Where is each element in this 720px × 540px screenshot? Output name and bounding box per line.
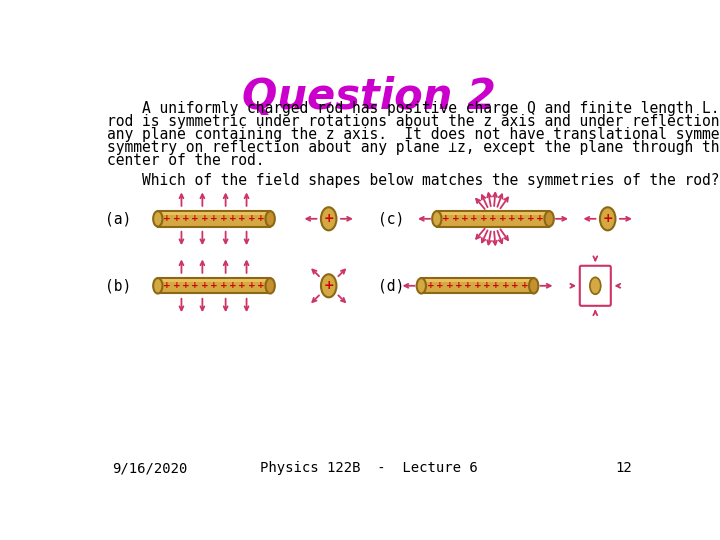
Text: +: + <box>517 214 525 224</box>
Text: +: + <box>257 214 265 224</box>
Text: +: + <box>229 281 237 291</box>
Text: +: + <box>526 214 534 224</box>
Text: +: + <box>461 214 469 224</box>
Text: +: + <box>521 281 528 291</box>
Text: +: + <box>603 212 613 225</box>
Text: +: + <box>257 281 265 291</box>
Text: (c): (c) <box>378 211 405 226</box>
Bar <box>158 212 270 215</box>
Text: +: + <box>192 281 199 291</box>
Text: +: + <box>323 279 334 292</box>
Text: +: + <box>451 214 459 224</box>
Bar <box>437 211 549 226</box>
Text: +: + <box>536 214 544 224</box>
Text: (a): (a) <box>106 211 132 226</box>
Text: +: + <box>511 281 519 291</box>
Ellipse shape <box>544 211 554 226</box>
Text: symmetry on reflection about any plane ⊥z, except the plane through the: symmetry on reflection about any plane ⊥… <box>107 140 720 156</box>
Text: +: + <box>229 214 237 224</box>
Text: +: + <box>238 281 246 291</box>
Text: +: + <box>470 214 478 224</box>
Ellipse shape <box>529 278 539 294</box>
Text: rod is symmetric under rotations about the z axis and under reflection in: rod is symmetric under rotations about t… <box>107 114 720 129</box>
Text: +: + <box>173 214 180 224</box>
Bar <box>158 279 270 282</box>
Text: Question 2: Question 2 <box>242 76 496 118</box>
Text: +: + <box>427 281 434 291</box>
Text: +: + <box>182 281 189 291</box>
Text: 12: 12 <box>616 461 632 475</box>
Text: +: + <box>446 281 453 291</box>
Text: +: + <box>192 214 199 224</box>
Ellipse shape <box>153 211 163 226</box>
Bar <box>437 212 549 215</box>
Text: +: + <box>163 281 171 291</box>
Text: +: + <box>508 214 516 224</box>
Text: +: + <box>502 281 510 291</box>
Ellipse shape <box>266 211 275 226</box>
Text: +: + <box>492 281 500 291</box>
Text: +: + <box>248 281 256 291</box>
Text: +: + <box>210 214 218 224</box>
Text: +: + <box>220 214 228 224</box>
Text: +: + <box>201 214 209 224</box>
Ellipse shape <box>432 211 441 226</box>
Text: +: + <box>498 214 506 224</box>
Ellipse shape <box>266 278 275 294</box>
Text: A uniformly charged rod has positive charge Q and finite length L.  The: A uniformly charged rod has positive cha… <box>107 101 720 116</box>
Text: (b): (b) <box>106 278 132 293</box>
FancyBboxPatch shape <box>580 266 611 306</box>
Text: +: + <box>474 281 481 291</box>
Text: (d): (d) <box>378 278 405 293</box>
Ellipse shape <box>417 278 426 294</box>
Ellipse shape <box>321 274 336 298</box>
Text: +: + <box>210 281 218 291</box>
Text: +: + <box>489 214 497 224</box>
Text: 9/16/2020: 9/16/2020 <box>112 461 187 475</box>
Text: +: + <box>238 214 246 224</box>
Text: +: + <box>483 281 490 291</box>
Text: +: + <box>173 281 180 291</box>
Bar <box>421 278 534 294</box>
Text: +: + <box>323 212 334 225</box>
Text: +: + <box>248 214 256 224</box>
Text: center of the rod.: center of the rod. <box>107 153 264 168</box>
Ellipse shape <box>590 278 600 294</box>
Ellipse shape <box>153 278 163 294</box>
Text: Physics 122B  -  Lecture 6: Physics 122B - Lecture 6 <box>260 461 478 475</box>
Text: +: + <box>163 214 171 224</box>
Text: any plane containing the z axis.  It does not have translational symmetry or: any plane containing the z axis. It does… <box>107 127 720 142</box>
Text: +: + <box>182 214 189 224</box>
Bar <box>421 279 534 282</box>
Bar <box>158 278 270 294</box>
Bar <box>158 211 270 226</box>
Text: +: + <box>442 214 450 224</box>
Ellipse shape <box>321 207 336 231</box>
Text: +: + <box>220 281 228 291</box>
Text: Which of the field shapes below matches the symmetries of the rod?: Which of the field shapes below matches … <box>107 173 719 187</box>
Text: +: + <box>201 281 209 291</box>
Text: +: + <box>436 281 444 291</box>
Ellipse shape <box>600 207 616 231</box>
Text: +: + <box>464 281 472 291</box>
Text: +: + <box>455 281 462 291</box>
Text: +: + <box>480 214 487 224</box>
